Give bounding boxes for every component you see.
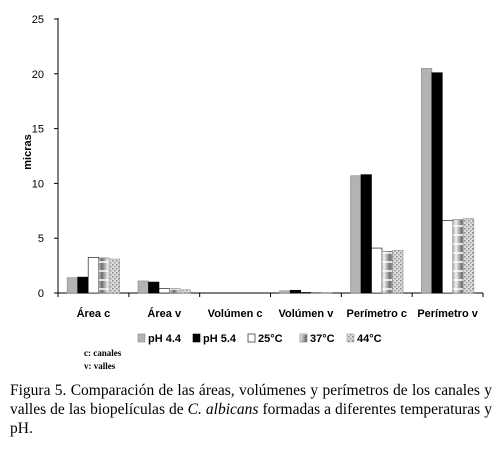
bar [452,219,464,294]
x-tick-label: Área v [147,307,182,320]
y-axis-label: micras [22,134,34,169]
bar [279,290,291,294]
bar [360,174,372,294]
bar [169,288,181,294]
bar [77,276,89,294]
bar [66,277,78,294]
bar [310,292,322,294]
legend-swatch [192,333,201,343]
bar [137,280,149,294]
bar [98,257,110,294]
bar [108,258,120,294]
bar [179,289,191,294]
note-valles: v: valles [84,361,116,371]
x-tick-label: Área c [77,307,111,320]
bar [350,175,362,294]
x-tick-label: Perímetro c [346,308,407,320]
y-tick-label: 20 [32,69,44,81]
legend-label: pH 4.4 [148,333,182,345]
caption-text-2: formadas a diferentes temperaturas y pH. [10,401,492,437]
legend-label: 44°C [357,333,382,345]
legend-label: 25°C [258,333,283,345]
bar [87,257,99,294]
bar [381,251,393,294]
y-tick-label: 25 [32,14,44,26]
bar [421,68,433,294]
legend-label: 37°C [310,333,335,345]
bar [289,289,301,294]
y-tick-label: 5 [38,233,44,245]
bar [158,288,170,294]
x-tick-label: Volúmen c [208,308,263,320]
bar [321,292,333,294]
legend-swatch [137,333,146,343]
x-tick-label: Volúmen v [279,308,335,320]
y-tick-label: 10 [32,178,44,190]
bar [463,218,475,294]
caption-species: C. albicans [187,401,259,418]
x-tick-label: Perímetro v [417,308,478,320]
bar [371,247,383,294]
bar [392,249,404,294]
legend-label: pH 5.4 [203,333,237,345]
y-tick-label: 15 [32,124,44,136]
note-canales: c: canales [84,348,122,358]
legend-swatch [346,333,355,343]
bar [148,281,160,294]
caption-text-1: Figura 5. Comparación de las áreas, volú… [10,382,492,418]
bar [431,72,443,294]
legend-swatch [299,333,308,343]
bar-chart: 0 5 10 15 20 25 micras Área c Área v Volúmen c Vol… [22,14,484,345]
legend-swatch [247,333,256,343]
bar [442,220,454,294]
figure-caption: Figura 5. Comparación de las áreas, volú… [10,381,492,438]
y-tick-label: 0 [38,288,44,300]
bar [300,292,312,294]
